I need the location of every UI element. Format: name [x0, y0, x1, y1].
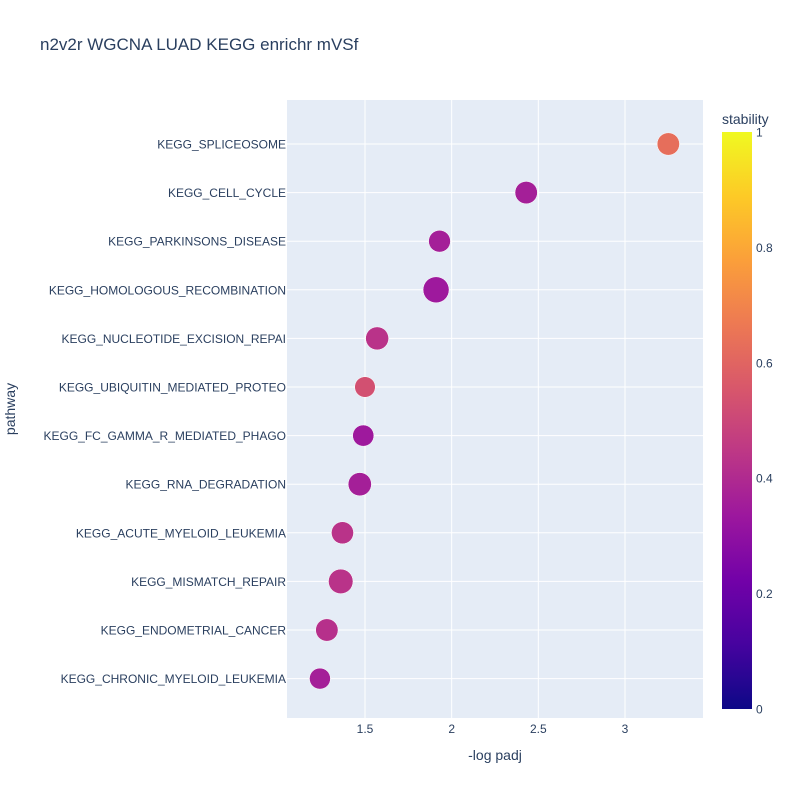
data-point[interactable] [428, 230, 451, 253]
data-point[interactable] [315, 618, 339, 642]
y-tick-label: KEGG_RNA_DEGRADATION [126, 478, 286, 492]
y-tick-label: KEGG_CHRONIC_MYELOID_LEUKEMIA [61, 672, 286, 686]
colorbar-tick-label: 0.2 [756, 587, 773, 601]
y-tick-label: KEGG_ACUTE_MYELOID_LEUKEMIA [76, 526, 286, 540]
colorbar-tick-label: 0.6 [756, 356, 773, 370]
data-point[interactable] [347, 472, 372, 497]
y-axis-label: pathway [2, 383, 18, 435]
colorbar-tick-label: 0.4 [756, 472, 773, 486]
data-point[interactable] [365, 326, 389, 351]
data-points [309, 132, 680, 690]
data-point[interactable] [352, 424, 375, 447]
colorbar: stability 0 0.2 0.4 0.6 0.8 1 [722, 111, 773, 717]
y-tick-labels: KEGG_SPLICEOSOME KEGG_CELL_CYCLE KEGG_PARK… [44, 138, 287, 687]
y-tick-label: KEGG_HOMOLOGOUS_RECOMBINATION [49, 283, 286, 297]
x-tick-label: 3 [622, 722, 629, 736]
data-point[interactable] [331, 521, 354, 545]
colorbar-tick-label: 0.8 [756, 241, 773, 255]
colorbar-tick-label: 1 [756, 126, 763, 140]
data-point[interactable] [309, 667, 331, 690]
data-point[interactable] [328, 568, 354, 594]
colorbar-title: stability [722, 111, 769, 127]
colorbar-gradient [722, 132, 752, 709]
x-tick-label: 2 [448, 722, 455, 736]
x-axis-label: -log padj [468, 747, 522, 763]
data-point[interactable] [422, 276, 450, 304]
y-tick-label: KEGG_UBIQUITIN_MEDIATED_PROTEO [59, 381, 286, 395]
data-point[interactable] [514, 181, 538, 205]
plot-area [287, 100, 703, 718]
y-tick-label: KEGG_PARKINSONS_DISEASE [108, 235, 286, 249]
x-tick-label: 1.5 [357, 722, 374, 736]
data-point[interactable] [354, 376, 376, 398]
y-tick-label: KEGG_NUCLEOTIDE_EXCISION_REPAI [61, 332, 286, 346]
x-tick-label: 2.5 [530, 722, 547, 736]
chart-title: n2v2r WGCNA LUAD KEGG enrichr mVSf [40, 35, 359, 54]
colorbar-tick-label: 0 [756, 703, 763, 717]
y-tick-label: KEGG_FC_GAMMA_R_MEDIATED_PHAGO [44, 429, 287, 443]
x-tick-labels: 1.5 2 2.5 3 [357, 722, 629, 736]
y-tick-label: KEGG_ENDOMETRIAL_CANCER [101, 624, 287, 638]
y-tick-label: KEGG_SPLICEOSOME [157, 138, 286, 152]
colorbar-tick-labels: 0 0.2 0.4 0.6 0.8 1 [756, 126, 773, 717]
y-tick-label: KEGG_MISMATCH_REPAIR [131, 575, 286, 589]
y-tick-label: KEGG_CELL_CYCLE [168, 186, 286, 200]
data-point[interactable] [656, 132, 680, 156]
